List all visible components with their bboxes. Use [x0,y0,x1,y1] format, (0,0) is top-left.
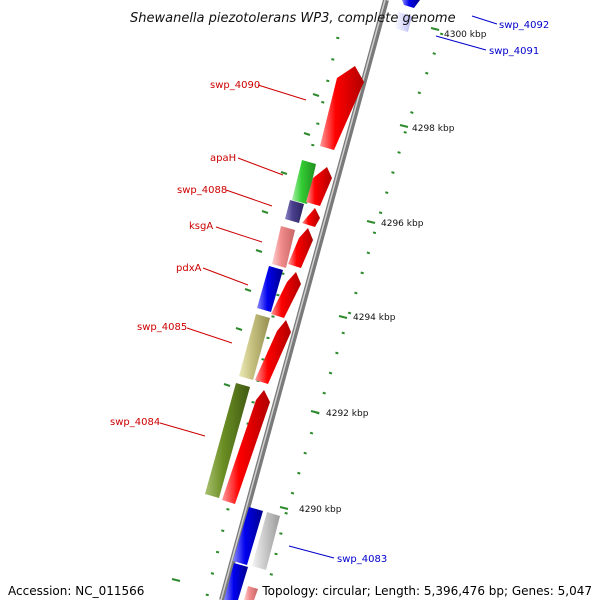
gene-forward-1 [320,66,364,150]
kbp-label-4290: 4290 kbp [299,505,342,515]
kbp-label-4292: 4292 kbp [326,409,369,419]
gene-label-swp_4084: swp_4084 [110,417,160,428]
gene-label-ksgA: ksgA [189,221,213,232]
gene-forward-3 [302,208,320,227]
gene-lower-outer-2 [224,563,248,600]
gene-label-swp_4090: swp_4090 [210,80,260,91]
gene-forward-5 [271,272,301,318]
kbp-label-4298: 4298 kbp [412,124,455,134]
gene-label-pdxA: pdxA [176,263,202,274]
gene-lower-outer-1 [233,507,263,565]
gene-forward-6 [255,320,291,384]
gene-swp_4091 [394,12,412,32]
genome-backbone [219,0,389,600]
kbp-label-4296: 4296 kbp [381,219,424,229]
label-leaders [159,15,498,559]
gene-swp_4088 [285,200,304,223]
backbone-highlight [220,0,386,600]
gene-forward-4 [288,228,313,268]
kbp-label-4294: 4294 kbp [353,313,396,323]
gene-ksgA [272,226,295,268]
gene-pdxA [257,266,283,312]
gene-lower-inner [244,586,258,600]
gene-apaH [292,160,316,204]
gene-label-swp_4083: swp_4083 [337,554,387,565]
gene-label-swp_4092: swp_4092 [499,20,549,31]
gene-label-swp_4088: swp_4088 [177,185,227,196]
kbp-label-4300: 4300 kbp [444,30,487,40]
topology-text: Topology: circular; Length: 5,396,476 bp… [262,584,592,598]
gene-swp_4084 [205,383,250,498]
accession-text: Accession: NC_011566 [8,584,145,598]
gene-forward-7 [222,390,270,504]
kbp-tick-marks [279,27,440,510]
gene-swp_4092 [402,0,420,8]
gene-label-swp_4091: swp_4091 [489,46,539,57]
gene-label-apaH: apaH [210,153,236,164]
map-title: Shewanella piezotolerans WP3, complete g… [130,11,456,26]
gene-swp_4085 [239,314,270,380]
gene-label-swp_4085: swp_4085 [137,322,187,333]
gene-forward-2 [306,167,332,206]
ring-dashes [171,93,320,582]
gene-swp_4083 [252,512,280,570]
